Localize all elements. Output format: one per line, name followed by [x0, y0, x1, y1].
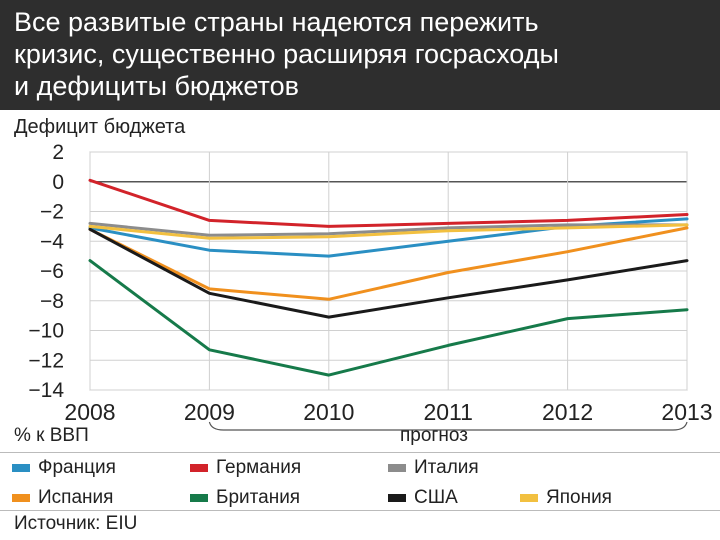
header-banner: Все развитые страны надеются пережить кр… [0, 0, 720, 110]
series-line-Германия [88, 178, 689, 228]
x-tick-label: 2011 [423, 399, 472, 425]
y-tick-label: 0 [52, 171, 64, 194]
legend-swatch [12, 493, 30, 502]
legend-swatch [12, 463, 30, 472]
legend-item-britain: Британия [190, 487, 300, 509]
chart-title: Дефицит бюджета [14, 116, 186, 138]
series-line-Британия [88, 259, 689, 377]
y-tick-label: −8 [40, 290, 64, 313]
page-title: Все развитые страны надеются пережить кр… [14, 6, 714, 102]
series-line-Италия [88, 221, 689, 237]
x-tick-label: 2008 [64, 399, 115, 425]
title-line: и дефициты бюджетов [14, 71, 299, 101]
forecast-bracket [208, 421, 688, 431]
legend-label: Франция [38, 457, 116, 478]
y-tick-label: −6 [40, 260, 64, 283]
source-note: Источник: EIU [14, 513, 138, 534]
x-tick-label: 2010 [303, 399, 354, 425]
x-tick-label: 2013 [661, 399, 712, 425]
legend-swatch [388, 493, 406, 502]
x-tick-label: 2012 [542, 399, 593, 425]
y-tick-label: −10 [28, 320, 64, 343]
series-line-США [88, 227, 689, 319]
series-line-Испания [88, 226, 689, 301]
legend-item-usa: США [388, 487, 458, 509]
y-tick-label: −2 [40, 201, 64, 224]
y-tick-label: −4 [40, 230, 64, 253]
legend-item-japan: Япония [520, 487, 612, 509]
legend-label: Испания [38, 487, 114, 508]
legend-swatch [190, 493, 208, 502]
title-line: кризис, существенно расширяя госрасходы [14, 39, 559, 69]
y-tick-label: 2 [52, 141, 64, 164]
legend-item-italy: Италия [388, 457, 479, 479]
title-line: Все развитые страны надеются пережить [14, 7, 539, 37]
legend-item-france: Франция [12, 457, 116, 479]
divider [0, 452, 720, 453]
legend-label: США [414, 487, 458, 508]
legend-label: Италия [414, 457, 479, 478]
legend-item-spain: Испания [12, 487, 113, 509]
legend-item-germany: Германия [190, 457, 301, 479]
y-tick-label: −12 [28, 349, 64, 372]
series-line-Япония [88, 223, 689, 240]
legend-label: Британия [216, 487, 301, 508]
x-tick-label: 2009 [184, 399, 235, 425]
legend-label: Япония [546, 487, 612, 508]
legend-swatch [388, 463, 406, 472]
legend-label: Германия [216, 457, 302, 478]
legend-swatch [520, 493, 538, 502]
legend-swatch [190, 463, 208, 472]
y-axis-unit-label: % к ВВП [14, 425, 89, 446]
forecast-label: прогноз [400, 425, 468, 446]
y-tick-label: −14 [28, 379, 64, 402]
divider [0, 510, 720, 511]
